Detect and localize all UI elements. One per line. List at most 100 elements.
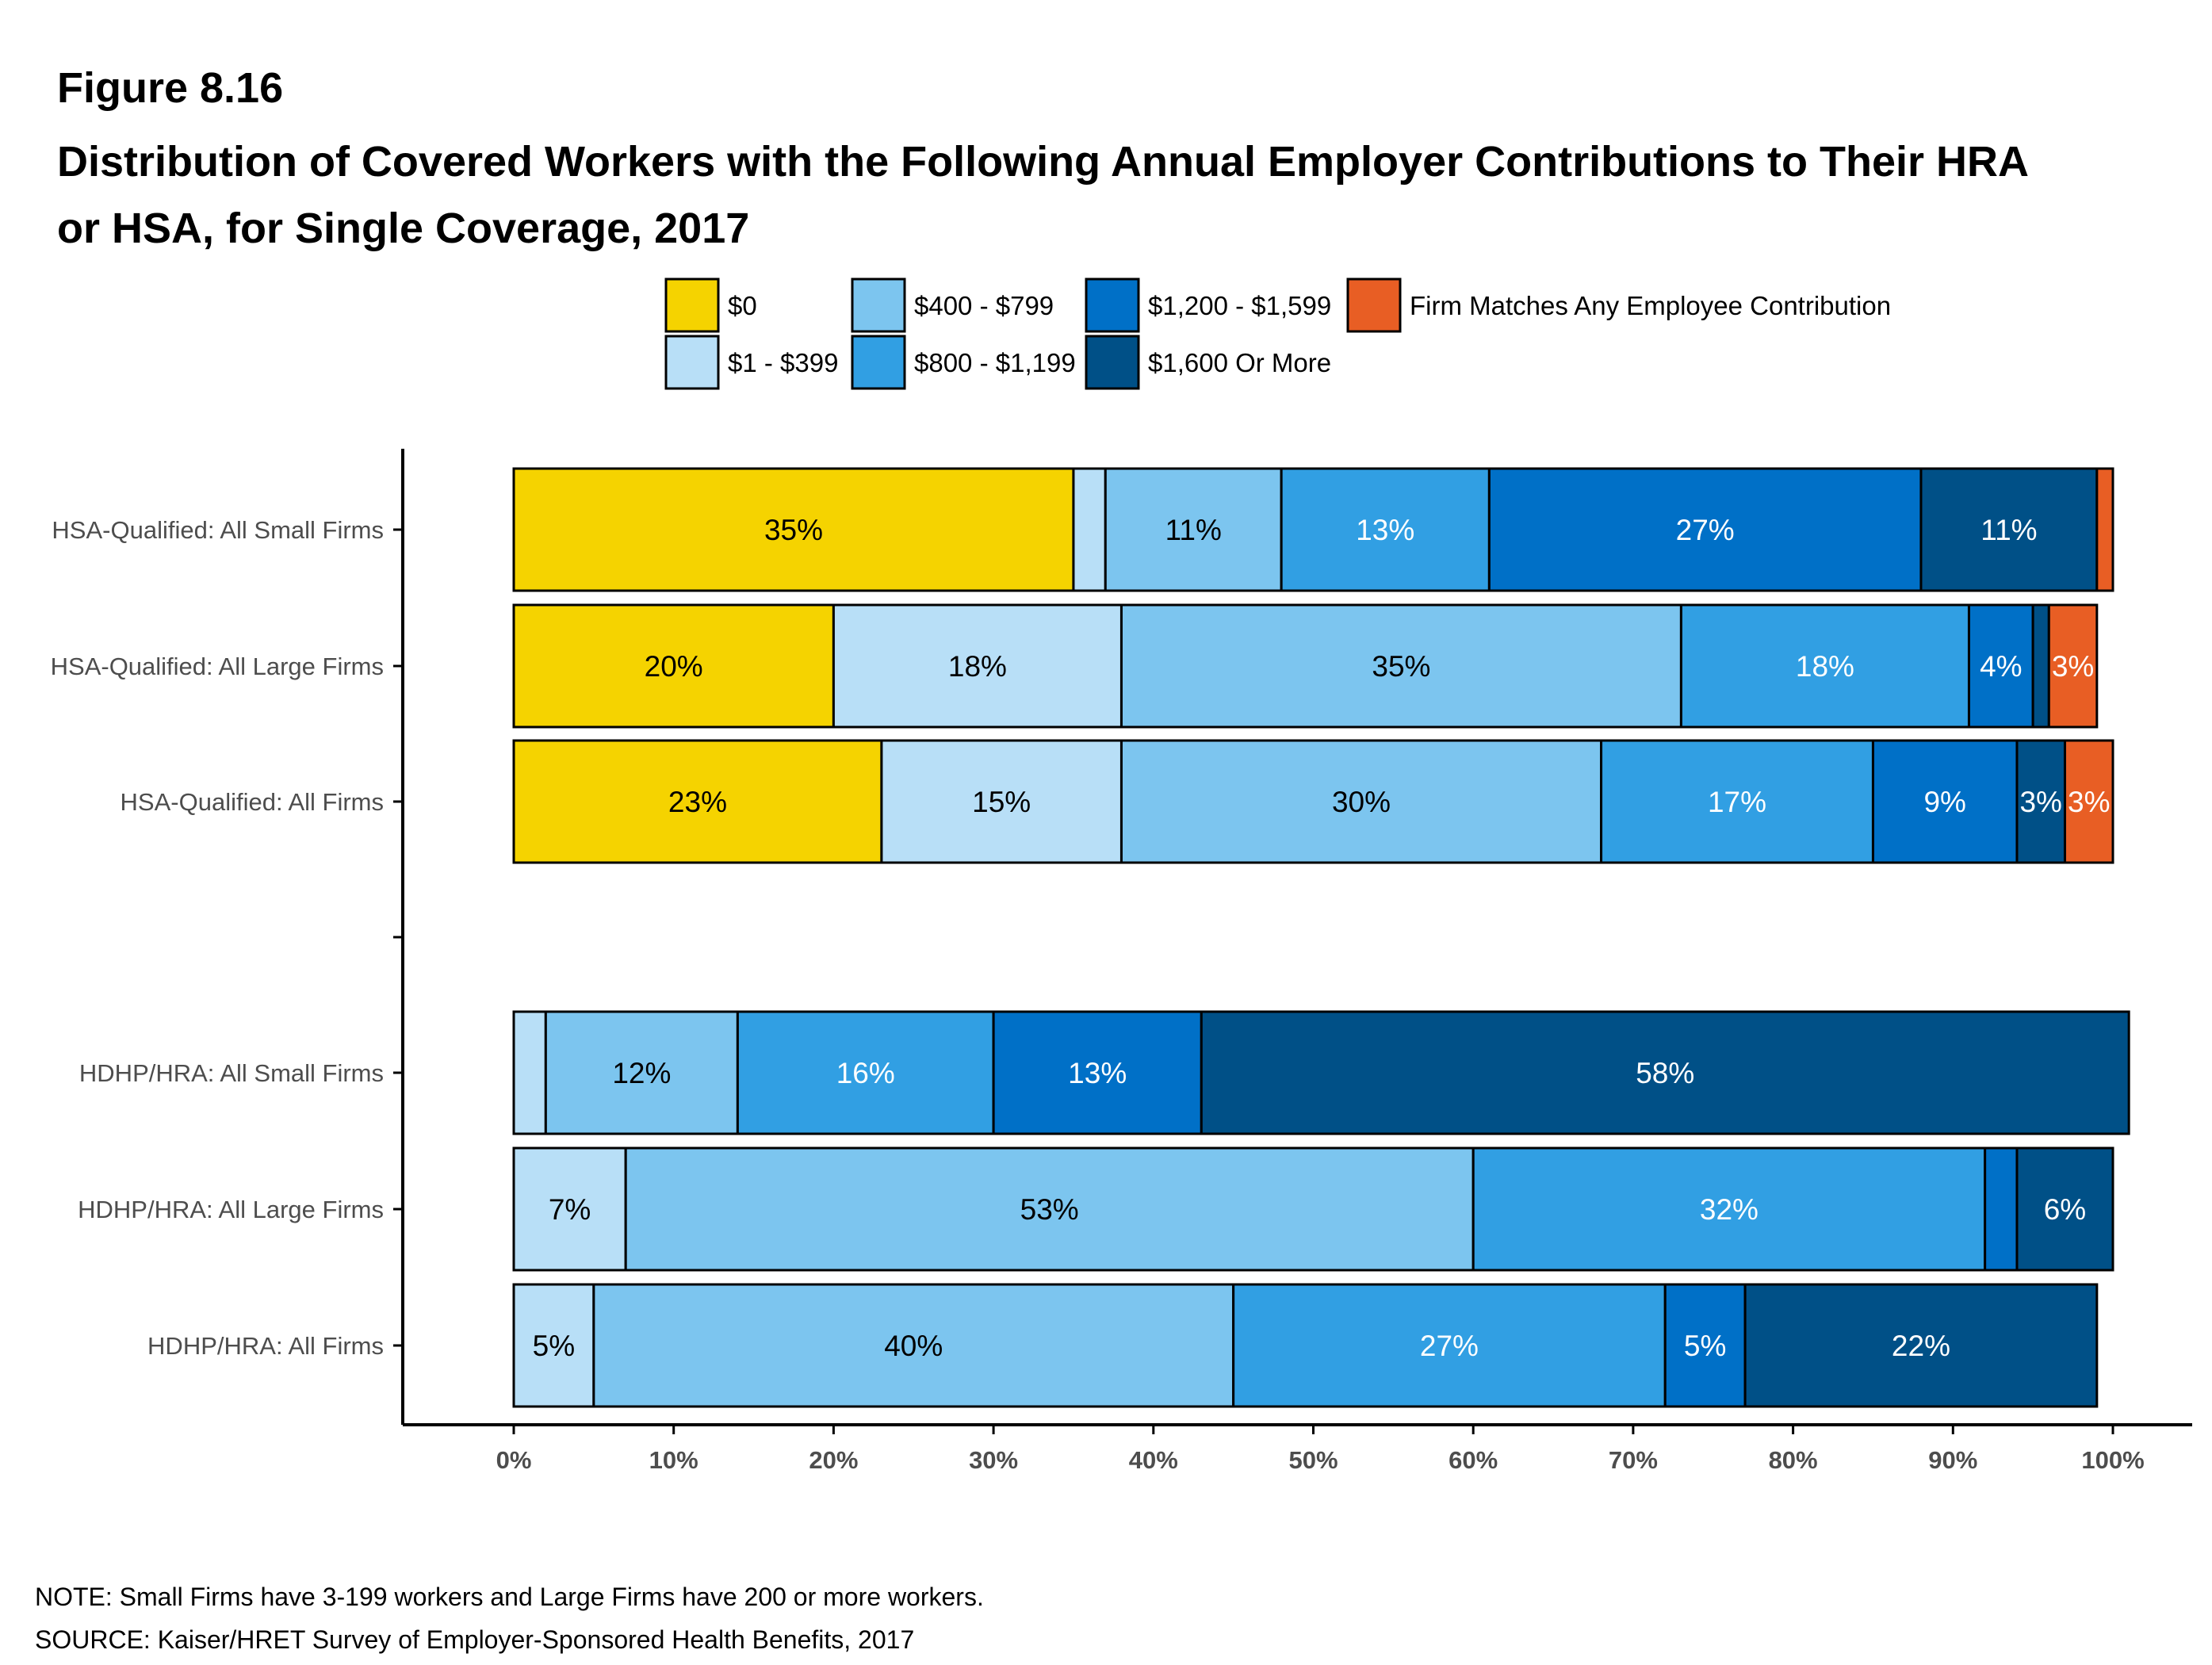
data-label: 5% [533,1330,575,1362]
data-label: 11% [1980,514,2037,546]
legend-item-1-200-1-599: $1,200 - $1,599 [1085,278,1331,333]
x-tick-label: 50% [1288,1446,1338,1474]
data-label: 6% [2044,1193,2086,1226]
legend-swatch [1085,278,1140,333]
legend-item-800-1-199: $800 - $1,199 [851,335,1076,390]
legend-item-0: $0 [664,278,757,333]
bar-segment-1-200-1-599 [1967,603,2034,729]
data-label: 3% [2068,786,2110,818]
bar-segment-800-1-199 [736,1010,995,1135]
y-tick-label: HDHP/HRA: All Small Firms [79,1059,384,1087]
data-label: 30% [1332,786,1391,818]
data-label: 4% [1980,650,2022,683]
x-tick-label: 20% [809,1446,858,1474]
bar-segment-1-200-1-599 [1984,1146,2019,1272]
legend-item-firm-matches-any-employee-contribution: Firm Matches Any Employee Contribution [1346,278,1891,333]
data-label: 13% [1356,514,1414,546]
legend: $0 $400 - $799 $1,200 - $1,599 Firm Matches… [664,278,1891,390]
y-tick-label: HSA-Qualified: All Small Firms [52,516,384,544]
bar-row-hdhp-hra-all-small-firms: 12% 16% 13% 58% [512,1010,2130,1135]
bar-segment-0 [512,603,835,729]
source-text: SOURCE: Kaiser/HRET Survey of Employer-S… [35,1625,915,1654]
bar-segment-1-600-or-more [2031,603,2050,729]
bar-segment-1-600-or-more [2015,739,2066,864]
bar-row-hsa-qualified-all-large-firms: 20% 18% 35% 18% 4% 3% [512,603,2099,729]
data-label: 18% [1796,650,1854,683]
y-tick-label: HDHP/HRA: All Firms [147,1332,384,1360]
data-label: 15% [972,786,1031,818]
legend-item-1-600-or-more: $1,600 Or More [1085,335,1331,390]
legend-swatch [1346,278,1402,333]
bar-segment-1-399 [832,603,1123,729]
bar-segment-400-799 [624,1146,1475,1272]
x-tick-label: 60% [1449,1446,1498,1474]
bar-segment-400-799 [1119,603,1682,729]
data-label: 23% [668,786,727,818]
bar-segment-800-1-199 [1471,1146,1987,1272]
legend-swatch [1085,335,1140,390]
legend-label: $1,600 Or More [1148,348,1331,377]
x-tick-label: 30% [969,1446,1018,1474]
bars: 35% 11% 13% 27% 11% 20% 18% 35% 18% 4% 3% 23% 15% 30%… [512,467,2130,1408]
x-tick-label: 40% [1129,1446,1178,1474]
data-label: 35% [764,514,823,546]
data-label: 11% [1165,514,1222,546]
data-label: 13% [1068,1057,1127,1089]
chart-title: Distribution of Covered Workers with the… [57,138,2028,252]
data-label: 53% [1020,1193,1079,1226]
bar-segment-0 [512,467,1075,592]
bar-segment-0 [512,739,883,864]
y-tick-label: HDHP/HRA: All Large Firms [78,1196,384,1223]
bar-segment-1-399 [512,1146,627,1272]
data-label: 9% [1923,786,1965,818]
bar-segment-firm-matches-any-employee-contribution [2063,739,2114,864]
legend-item-1-399: $1 - $399 [664,335,838,390]
bar-segment-800-1-199 [1679,603,1970,729]
bar-segment-400-799 [1104,467,1283,592]
x-tick-label: 0% [496,1446,532,1474]
bar-segment-firm-matches-any-employee-contribution [2095,467,2114,592]
data-label: 27% [1676,514,1735,546]
bar-row-hdhp-hra-all-firms: 5% 40% 27% 5% 22% [512,1283,2099,1408]
bar-row-hdhp-hra-all-large-firms: 7% 53% 32% 6% [512,1146,2114,1272]
data-label: 22% [1892,1330,1950,1362]
bar-segment-1-399 [512,1283,595,1408]
data-label: 16% [836,1057,895,1089]
bar-segment-800-1-199 [1232,1283,1667,1408]
bar-segment-1-600-or-more [1919,467,2099,592]
x-tick-label: 10% [649,1446,698,1474]
data-label: 12% [612,1057,671,1089]
data-label: 3% [2019,786,2061,818]
x-tick-label: 90% [1928,1446,1977,1474]
bar-segment-1-200-1-599 [1871,739,2019,864]
data-label: 5% [1684,1330,1726,1362]
data-label: 3% [2052,650,2094,683]
x-tick-label: 70% [1609,1446,1658,1474]
data-label: 40% [884,1330,943,1362]
bar-segment-1-399 [880,739,1123,864]
bar-segment-1-600-or-more [2015,1146,2114,1272]
figure-number: Figure 8.16 [57,64,284,112]
note-text: NOTE: Small Firms have 3-199 workers and… [35,1583,984,1611]
bar-segment-1-399 [512,1010,547,1135]
legend-item-400-799: $400 - $799 [851,278,1054,333]
x-tick-label: 100% [2081,1446,2144,1474]
bar-segment-1-200-1-599 [1487,467,1923,592]
y-tick-label: HSA-Qualified: All Firms [121,788,384,816]
bar-segment-1-600-or-more [1200,1010,2130,1135]
legend-swatch [664,278,720,333]
legend-label: Firm Matches Any Employee Contribution [1410,291,1891,320]
legend-label: $800 - $1,199 [914,348,1076,377]
x-tick-label: 80% [1769,1446,1818,1474]
bar-segment-800-1-199 [1600,739,1874,864]
data-label: 27% [1420,1330,1479,1362]
legend-label: $1,200 - $1,599 [1148,291,1331,320]
bar-segment-firm-matches-any-employee-contribution [2047,603,2099,729]
data-label: 32% [1700,1193,1759,1226]
data-label: 18% [948,650,1007,683]
bar-segment-400-799 [1119,739,1603,864]
bar-segment-1-399 [1072,467,1107,592]
data-label: 17% [1708,786,1766,818]
data-label: 35% [1372,650,1430,683]
